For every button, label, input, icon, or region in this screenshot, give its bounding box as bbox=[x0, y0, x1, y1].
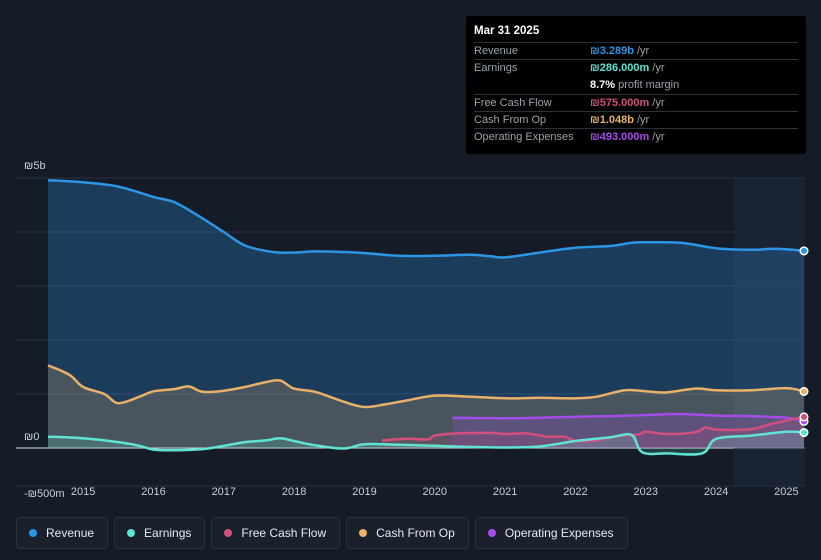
series-area-revenue bbox=[48, 180, 804, 448]
tooltip-label: Free Cash Flow bbox=[474, 96, 552, 109]
tooltip-label: Revenue bbox=[474, 45, 519, 57]
legend-dot-icon bbox=[359, 529, 368, 537]
series-line-revenue bbox=[47, 178, 805, 259]
x-tick-label: 2015 bbox=[71, 486, 95, 498]
tooltip-value: ₪575.000m bbox=[590, 96, 650, 109]
legend-label: Revenue bbox=[46, 526, 95, 540]
tooltip-label: Earnings bbox=[474, 62, 518, 75]
tooltip-label bbox=[474, 77, 590, 94]
legend-item-operating-expenses[interactable]: Operating Expenses bbox=[474, 517, 628, 549]
x-tick-label: 2025 bbox=[774, 486, 798, 498]
legend-item-cash-from-op[interactable]: Cash From Op bbox=[346, 517, 469, 549]
legend-dot-icon bbox=[224, 529, 233, 537]
series-end-marker-revenue bbox=[799, 246, 809, 256]
chart-plot: ₪5b ₪0 -₪500m 2015 2016 2017 2018 2019 2020 20… bbox=[16, 160, 809, 500]
axes: ₪5b ₪0 -₪500m 2015 2016 2017 2018 2019 2020 20… bbox=[24, 160, 799, 500]
tooltip-label: Operating Expenses bbox=[474, 131, 574, 144]
legend-item-earnings[interactable]: Earnings bbox=[114, 517, 206, 549]
series-area-fcf bbox=[382, 416, 804, 448]
tooltip-label: Cash From Op bbox=[474, 114, 547, 127]
series-end-marker-cfo bbox=[799, 386, 809, 396]
tooltip-row-opex: Operating Expenses ₪493.000m /yr bbox=[474, 128, 798, 145]
series-line-fcf bbox=[381, 415, 805, 443]
tooltip-unit: /yr bbox=[652, 96, 665, 109]
x-tick-label: 2018 bbox=[282, 486, 306, 498]
series-lines bbox=[47, 178, 805, 456]
tooltip-date: Mar 31 2025 bbox=[474, 25, 540, 37]
tooltip-value: ₪3.289b bbox=[590, 45, 634, 57]
legend: Revenue Earnings Free Cash Flow Cash Fro… bbox=[16, 517, 628, 549]
legend-dot-icon bbox=[127, 529, 136, 537]
tooltip-value: ₪1.048b bbox=[590, 114, 634, 127]
series-end-markers bbox=[799, 246, 809, 438]
x-tick-label: 2020 bbox=[423, 486, 447, 498]
legend-label: Cash From Op bbox=[376, 526, 455, 540]
x-tick-label: 2024 bbox=[704, 486, 728, 498]
y-tick-label-top: ₪5b bbox=[24, 160, 46, 172]
series-line-earnings bbox=[47, 430, 805, 456]
x-tick-label: 2019 bbox=[352, 486, 376, 498]
x-tick-label: 2021 bbox=[493, 486, 517, 498]
series-end-marker-earnings bbox=[799, 428, 809, 438]
tooltip-unit: /yr bbox=[652, 62, 665, 75]
tooltip-row-revenue: Revenue ₪3.289b /yr bbox=[474, 42, 798, 59]
x-tick-label: 2022 bbox=[563, 486, 587, 498]
legend-item-revenue[interactable]: Revenue bbox=[16, 517, 109, 549]
x-tick-label: 2016 bbox=[141, 486, 165, 498]
y-tick-label-bottom: -₪500m bbox=[24, 488, 65, 500]
x-tick-label: 2017 bbox=[212, 486, 236, 498]
series-end-marker-fcf bbox=[799, 412, 809, 422]
tooltip-unit: profit margin bbox=[618, 78, 680, 91]
tooltip-value: ₪286.000m bbox=[590, 62, 650, 75]
tooltip-unit: /yr bbox=[636, 45, 650, 57]
y-tick-label-zero: ₪0 bbox=[24, 431, 39, 443]
x-tick-labels: 2015 2016 2017 2018 2019 2020 2021 2022 2023 2024… bbox=[71, 486, 799, 498]
tooltip-row-margin: 8.7% profit margin bbox=[474, 77, 798, 94]
tooltip-unit: /yr bbox=[636, 114, 650, 127]
legend-label: Free Cash Flow bbox=[241, 526, 327, 540]
tooltip-panel: Mar 31 2025 Revenue ₪3.289b /yr Earnings… bbox=[466, 16, 806, 154]
series-line-cfo bbox=[47, 364, 805, 409]
tooltip-row-earnings: Earnings ₪286.000m /yr bbox=[474, 59, 798, 76]
legend-dot-icon bbox=[29, 529, 37, 537]
tooltip-value: ₪493.000m bbox=[590, 131, 650, 144]
legend-label: Operating Expenses bbox=[504, 526, 614, 540]
legend-item-free-cash-flow[interactable]: Free Cash Flow bbox=[211, 517, 341, 549]
series-line-opex bbox=[452, 412, 805, 423]
tooltip-unit: /yr bbox=[652, 131, 665, 144]
legend-dot-icon bbox=[487, 529, 496, 537]
legend-label: Earnings bbox=[144, 526, 192, 540]
series-area-cfo bbox=[48, 365, 804, 448]
x-tick-label: 2023 bbox=[634, 486, 658, 498]
series-areas bbox=[48, 180, 804, 455]
tooltip-row-fcf: Free Cash Flow ₪575.000m /yr bbox=[474, 93, 798, 111]
tooltip-row-cfo: Cash From Op ₪1.048b /yr bbox=[474, 111, 798, 128]
tooltip-value: 8.7% bbox=[590, 78, 616, 91]
